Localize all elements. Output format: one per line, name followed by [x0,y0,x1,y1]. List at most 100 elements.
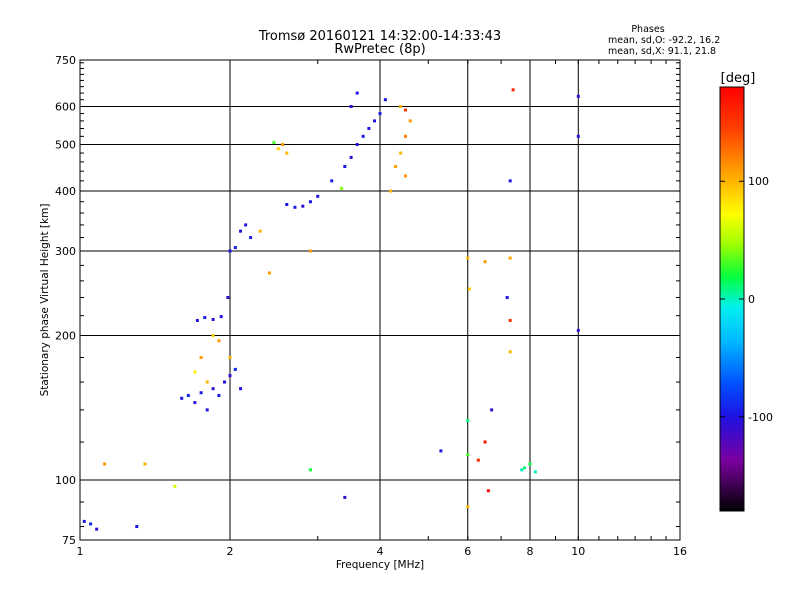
data-point [389,189,393,193]
data-point [508,350,512,354]
data-point [576,134,580,138]
data-point [203,316,207,320]
y-tick-label: 600 [55,101,76,114]
data-point [483,260,487,264]
colorbar-tick-label: 0 [748,293,755,306]
data-point [219,315,223,319]
data-point [505,296,509,300]
data-point [533,470,537,474]
x-tick-label: 10 [571,545,585,558]
data-point [340,186,344,190]
data-point [173,484,177,488]
data-point [343,495,347,499]
y-tick-label: 300 [55,245,76,258]
x-tick-label: 16 [673,545,687,558]
data-point [576,328,580,332]
data-point [180,396,184,400]
data-point [523,466,527,470]
y-axis-label: Stationary phase Virtual Height [km] [39,204,51,397]
data-point [211,387,215,391]
phases-x-stats: mean, sd,X: 91.1, 21.8 [608,46,716,57]
data-point [193,401,197,405]
data-point [217,394,221,398]
x-tick-label: 2 [227,545,234,558]
data-point [508,179,512,183]
data-point [373,119,377,123]
data-point [233,246,237,250]
data-point [355,91,359,95]
data-point [330,179,334,183]
data-point [249,236,253,240]
data-point [308,249,312,253]
data-point [233,367,237,371]
data-point [228,374,232,378]
data-point [378,112,382,116]
data-point [226,296,230,300]
y-tick-label: 200 [55,330,76,343]
colorbar-tick-label: -100 [748,411,773,424]
data-point [293,205,297,209]
y-tick-label: 500 [55,139,76,152]
data-point [399,105,403,109]
colorbar-label: [deg] [721,71,756,86]
data-point [276,147,280,151]
data-point [211,317,215,321]
data-point [281,143,285,147]
data-point [285,151,289,155]
data-point [228,355,232,359]
data-point [211,334,215,338]
data-point [228,249,232,253]
data-point [343,164,347,168]
data-point [199,391,203,395]
x-tick-label: 4 [377,545,384,558]
data-point [199,355,203,359]
data-point [508,256,512,260]
phases-o-stats: mean, sd,O: -92.2, 16.2 [608,35,720,46]
data-point [490,408,494,412]
data-point [483,440,487,444]
data-point [272,140,276,144]
x-tick-label: 6 [464,545,471,558]
data-point [135,525,139,529]
data-point [217,339,221,343]
x-tick-label: 1 [77,545,84,558]
data-point [408,119,412,123]
data-point [466,419,470,423]
data-point [285,202,289,206]
data-point [403,108,407,112]
phases-heading: Phases [631,24,664,35]
y-axis-ticks: 75 100 200 300 400 500 600 750 [55,54,680,547]
data-point [223,380,227,384]
data-point [258,229,262,233]
data-point [308,468,312,472]
data-point [205,380,209,384]
data-point [349,155,353,159]
data-point [244,223,248,227]
colorbar: [deg] 100 0 -100 [719,71,773,512]
data-point [528,462,532,466]
data-point [508,318,512,322]
data-point [193,370,197,374]
data-points [82,88,580,531]
plot-area: 1 2 4 6 8 10 16 75 100 200 300 400 500 600 750 [55,54,687,558]
data-point [576,94,580,98]
data-point [466,505,470,509]
data-point [267,271,271,275]
x-axis-ticks: 1 2 4 6 8 10 16 [77,60,687,558]
colorbar-tick-label: 100 [748,175,769,188]
data-point [511,88,515,92]
y-tick-label: 400 [55,185,76,198]
data-point [89,522,93,526]
data-point [367,126,371,130]
data-point [383,98,387,102]
x-axis-label: Frequency [MHz] [336,559,424,571]
data-point [186,394,190,398]
y-tick-label: 750 [55,54,76,67]
chart-subtitle: RwPretec (8p) [334,42,425,57]
data-point [466,453,470,457]
data-point [349,105,353,109]
data-point [399,151,403,155]
data-point [308,200,312,204]
data-point [143,462,147,466]
